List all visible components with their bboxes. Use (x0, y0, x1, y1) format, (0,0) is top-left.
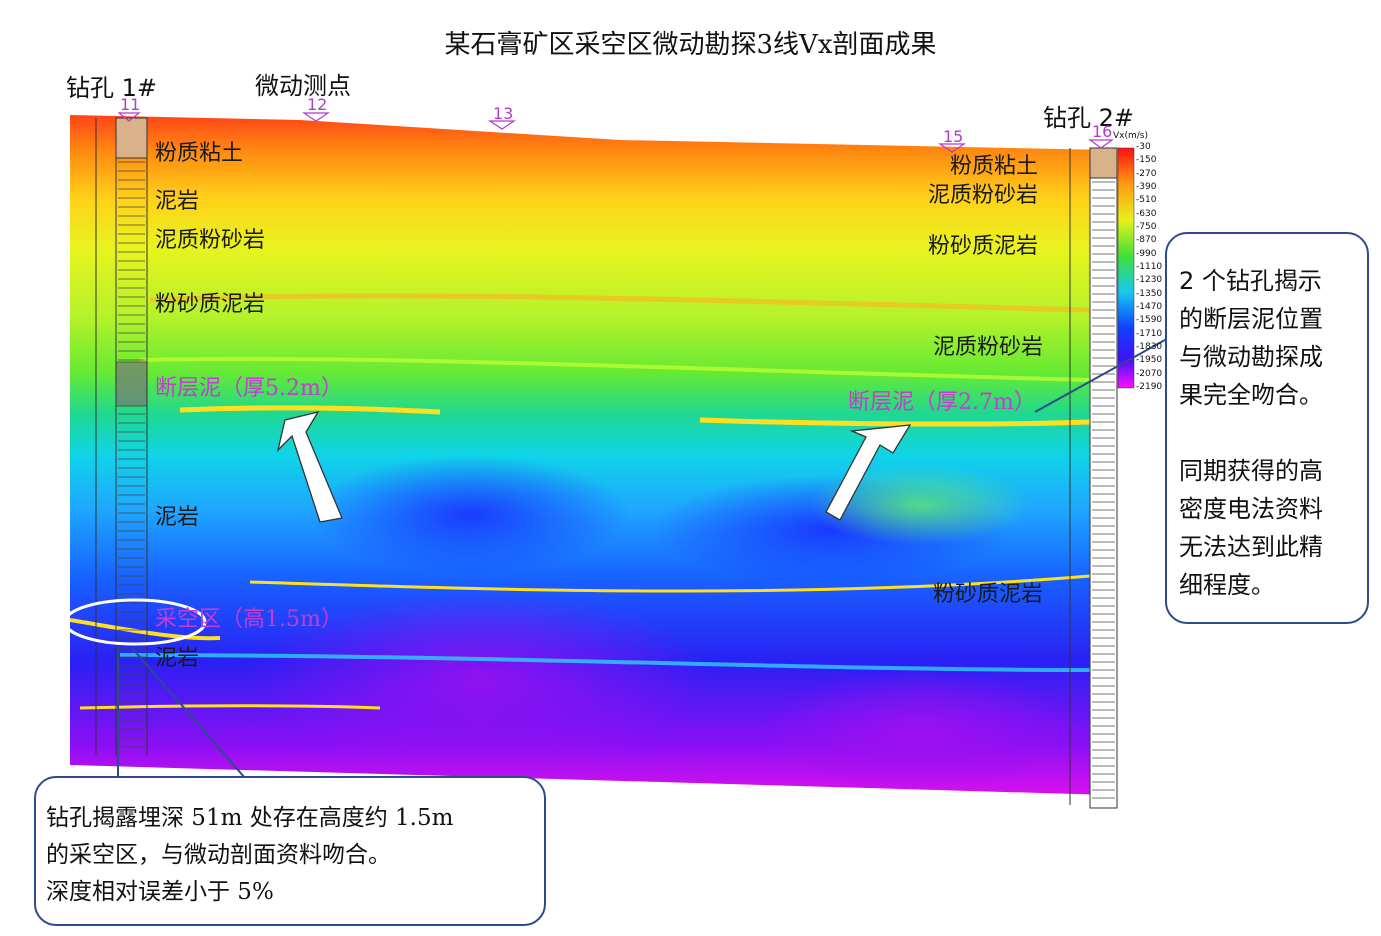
callout-right-line: 无法达到此精 (1179, 533, 1323, 561)
legend-tick: -1950 (1136, 355, 1163, 366)
legend-tick: -1350 (1136, 288, 1163, 299)
legend-tick: -870 (1136, 235, 1157, 246)
callout-right: 2 个钻孔揭示 的断层泥位置 与微动勘探成 果完全吻合。 同期获得的高 密度电法… (1165, 232, 1369, 624)
goaf-highlight-ellipse (63, 598, 207, 646)
legend-tick: -1710 (1136, 328, 1163, 339)
layer-left-4: 粉砂质泥岩 (155, 292, 266, 317)
borehole-2-hatch (1092, 181, 1115, 799)
borehole-1-hatch (118, 161, 145, 748)
legend-tick: -750 (1136, 222, 1157, 232)
legend-tick: -150 (1136, 155, 1157, 166)
layer-right-6: 粉砂质泥岩 (933, 582, 1044, 607)
borehole-1-label: 钻孔 1# (66, 74, 158, 102)
legend-tick: -30 (1136, 142, 1151, 152)
layer-right-3: 粉砂质泥岩 (928, 234, 1039, 259)
layer-left-fault-gouge: 断层泥（厚5.2m） (155, 376, 343, 401)
legend-tick: -1590 (1136, 315, 1163, 326)
up-arrow-left (276, 411, 343, 523)
layer-right-2: 泥质粉砂岩 (928, 183, 1039, 208)
legend-tick: -630 (1136, 208, 1157, 219)
point-label-13: 13 (493, 104, 514, 123)
point-label-16: 16 (1092, 122, 1113, 141)
callout-bottom-line: 的采空区，与微动剖面资料吻合。 (46, 842, 391, 868)
callout-right-line: 与微动勘探成 (1179, 343, 1323, 371)
survey-points-label: 微动测点 (255, 72, 351, 100)
callout-bottom-line: 钻孔揭露埋深 51m 处存在高度约 1.5m (46, 805, 454, 831)
layer-left-6: 泥岩 (155, 505, 200, 530)
legend-tick: -390 (1136, 182, 1157, 192)
legend-tick: -2190 (1136, 382, 1163, 392)
legend-tick: -1110 (1136, 262, 1163, 272)
callout-right-pointer (1034, 329, 1184, 413)
layer-left-8: 泥岩 (155, 646, 200, 671)
callout-right-line: 果完全吻合。 (1179, 381, 1323, 409)
callout-bottom-line: 深度相对误差小于 5% (46, 879, 274, 905)
legend-tick: -1830 (1136, 342, 1163, 352)
legend-tick: -270 (1136, 168, 1157, 179)
legend-tick: -510 (1136, 195, 1157, 206)
borehole-2-label: 钻孔 2# (1043, 104, 1135, 132)
survey-point-markers (117, 112, 1114, 153)
callout-right-line: 细程度。 (1179, 571, 1275, 599)
callout-right-line: 2 个钻孔揭示 (1179, 267, 1322, 295)
layer-left-goaf: 采空区（高1.5m） (155, 607, 343, 632)
layer-right-1: 粉质粘土 (950, 154, 1039, 179)
point-label-15: 15 (943, 127, 964, 146)
layer-left-2: 泥岩 (155, 189, 200, 214)
legend-tick: -2070 (1136, 368, 1163, 379)
callout-right-line: 密度电法资料 (1179, 495, 1323, 523)
legend-ticks: -30 -150 -270 -390 -510 -630 -750 -870 -990 -1110… (1136, 142, 1176, 393)
layer-right-fault-gouge: 断层泥（厚2.7m） (848, 390, 1036, 415)
borehole-1-column (95, 117, 148, 755)
layer-left-1: 粉质粘土 (155, 141, 244, 166)
point-label-12: 12 (307, 95, 328, 114)
callout-bottom-pointer-2 (131, 647, 246, 779)
legend-tick: -990 (1136, 248, 1157, 259)
page-title: 某石膏矿区采空区微动勘探3线Vx剖面成果 (444, 30, 937, 60)
callout-bottom: 钻孔揭露埋深 51m 处存在高度约 1.5m 的采空区，与微动剖面资料吻合。 深… (34, 776, 546, 926)
up-arrow-right (825, 424, 912, 521)
velocity-legend (1117, 147, 1135, 389)
callout-right-line: 同期获得的高 (1179, 457, 1323, 485)
callout-right-line: 的断层泥位置 (1179, 305, 1323, 333)
legend-tick: -1230 (1136, 275, 1163, 286)
legend-tick: -1470 (1136, 302, 1163, 312)
velocity-field (70, 115, 1110, 795)
point-label-11: 11 (120, 95, 141, 114)
layer-left-3: 泥质粉砂岩 (155, 228, 266, 253)
layer-right-4: 泥质粉砂岩 (933, 335, 1044, 360)
legend-unit: Vx(m/s) (1113, 131, 1148, 141)
